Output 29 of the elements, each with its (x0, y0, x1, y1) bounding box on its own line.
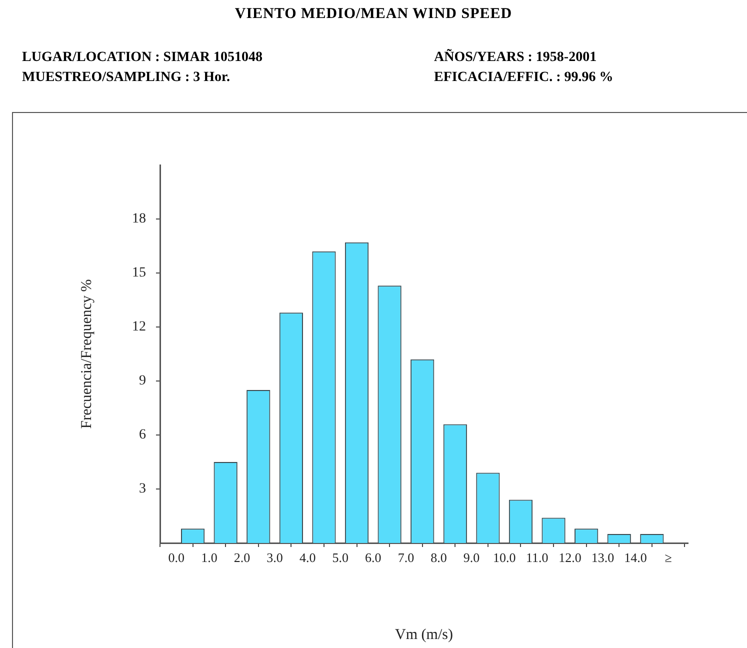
x-tick-label: 11.0 (526, 550, 548, 566)
y-tick-label: 18 (132, 212, 146, 227)
x-tick-label: 5.0 (332, 550, 348, 566)
x-tick-label: 3.0 (266, 550, 283, 566)
y-tick-label: 6 (139, 428, 146, 443)
x-tick-label: 6.0 (365, 550, 382, 566)
x-tick-label: 8.0 (430, 550, 447, 566)
text: EFICACIA/EFFIC. : 99.96 % (434, 70, 614, 86)
x-axis-title: Vm (m/s) (395, 626, 453, 643)
text: MUESTREO/SAMPLING : 3 Hor. (22, 70, 230, 86)
y-tick-label: 3 (139, 482, 146, 497)
x-tick-label: 0.0 (168, 550, 185, 566)
x-tick-label: 13.0 (591, 550, 614, 566)
x-tick-label: 4.0 (299, 550, 316, 566)
text: AÑOS/YEARS : 1958-2001 (434, 50, 597, 66)
y-axis-title: Frecuencia/Frequency % (78, 279, 95, 429)
x-tick-label: ≥ (664, 550, 672, 566)
x-tick-label: 2.0 (234, 550, 250, 566)
text: LUGAR/LOCATION : SIMAR 1051048 (22, 50, 262, 66)
chart-title: VIENTO MEDIO/MEAN WIND SPEED (234, 6, 514, 23)
x-tick-label: 14.0 (624, 550, 647, 566)
y-tick-label: 15 (132, 266, 146, 281)
x-tick-label: 10.0 (492, 550, 516, 566)
y-tick-label: 12 (132, 320, 146, 335)
x-tick-label: 9.0 (463, 550, 480, 566)
y-tick-label: 9 (139, 374, 146, 389)
x-tick-label: 1.0 (201, 550, 218, 566)
x-tick-label: 12.0 (558, 550, 582, 566)
x-tick-label: 7.0 (398, 550, 414, 566)
